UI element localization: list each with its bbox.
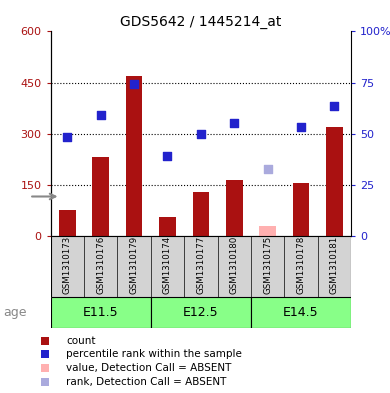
Point [131,81,137,87]
Text: E12.5: E12.5 [183,306,219,319]
Point [64,134,71,140]
Text: GSM1310175: GSM1310175 [263,236,272,294]
Text: GSM1310180: GSM1310180 [230,236,239,294]
FancyBboxPatch shape [51,236,351,297]
Bar [292,183,309,236]
Point [42,365,48,371]
Bar [326,127,343,236]
Point [164,152,170,159]
Point [42,338,48,344]
Text: age: age [3,306,27,319]
FancyBboxPatch shape [151,297,251,328]
Text: E11.5: E11.5 [83,306,119,319]
Text: GSM1310181: GSM1310181 [330,236,339,294]
Title: GDS5642 / 1445214_at: GDS5642 / 1445214_at [120,15,282,29]
Text: E14.5: E14.5 [283,306,319,319]
Point [198,130,204,137]
Text: GSM1310178: GSM1310178 [296,236,305,294]
Point [42,351,48,358]
Point [231,120,238,127]
Text: GSM1310176: GSM1310176 [96,236,105,294]
Bar [193,191,209,236]
Point [298,124,304,130]
Text: rank, Detection Call = ABSENT: rank, Detection Call = ABSENT [66,377,227,387]
FancyBboxPatch shape [51,297,151,328]
Text: GSM1310177: GSM1310177 [196,236,206,294]
Text: value, Detection Call = ABSENT: value, Detection Call = ABSENT [66,363,232,373]
Bar [59,210,76,236]
Text: GSM1310174: GSM1310174 [163,236,172,294]
Point [98,112,104,118]
Point [42,379,48,385]
Point [331,103,337,110]
Text: GSM1310179: GSM1310179 [129,236,138,294]
Bar [226,180,243,236]
Bar [126,76,142,236]
Text: GSM1310173: GSM1310173 [63,236,72,294]
Text: percentile rank within the sample: percentile rank within the sample [66,349,242,360]
Bar [92,158,109,236]
Bar [159,217,176,236]
Bar [259,226,276,236]
FancyBboxPatch shape [251,297,351,328]
Text: count: count [66,336,96,346]
Point [264,166,271,173]
